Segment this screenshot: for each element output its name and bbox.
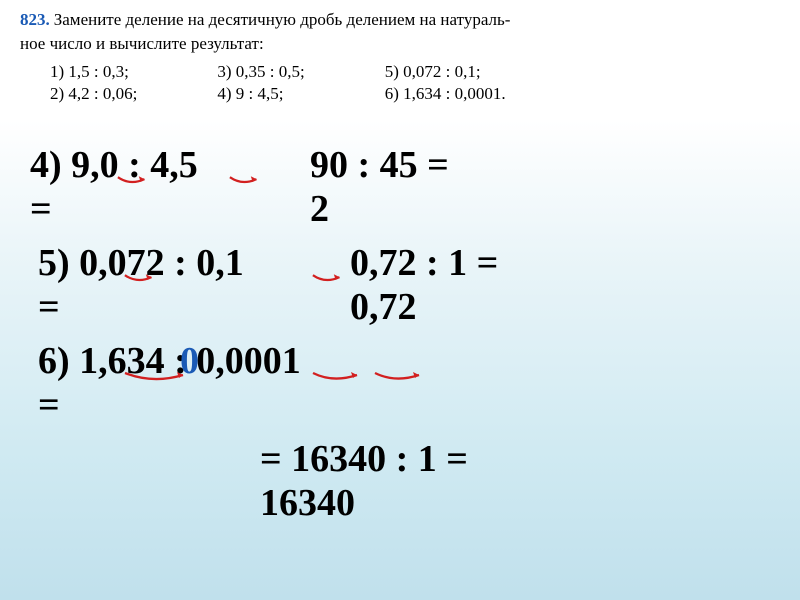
sub-items: 1) 1,5 : 0,3; 2) 4,2 : 0,06; 3) 0,35 : 0… — [20, 62, 780, 104]
arrow-icon — [373, 370, 427, 384]
solution-6: 6) 1,634 : 0,0001 0 = — [30, 340, 770, 432]
s6-eq: = — [38, 384, 60, 428]
s5-right: 0,72 : 1 = — [350, 242, 498, 286]
arrow-icon — [311, 272, 349, 286]
s4-right: 90 : 45 = — [310, 144, 449, 188]
col-3: 5) 0,072 : 0,1; 6) 1,634 : 0,0001. — [385, 62, 506, 104]
s6-left: 6) 1,634 : 0,0001 — [38, 340, 301, 384]
problem-text-1: Замените деление на десятичную дробь дел… — [54, 10, 511, 29]
item-6: 6) 1,634 : 0,0001. — [385, 84, 506, 104]
arrow-icon — [228, 174, 266, 188]
s6-res1: = 16340 : 1 = — [260, 438, 468, 482]
item-3: 3) 0,35 : 0,5; — [217, 62, 304, 82]
s4-eq: = — [30, 188, 52, 232]
solutions-area: 4) 9,0 : 4,5 90 : 45 = = 2 5) 0,072 : 0,… — [0, 114, 800, 432]
s4-ans: 2 — [310, 188, 329, 232]
item-4: 4) 9 : 4,5; — [217, 84, 304, 104]
col-2: 3) 0,35 : 0,5; 4) 9 : 4,5; — [217, 62, 304, 104]
s4-left: 4) 9,0 : 4,5 — [30, 144, 198, 188]
s6-res2: 16340 — [260, 482, 355, 526]
s5-left: 5) 0,072 : 0,1 — [38, 242, 244, 286]
problem-number: 823. — [20, 10, 50, 29]
arrow-icon — [311, 370, 365, 384]
problem-header: 823. Замените деление на десятичную дроб… — [0, 0, 800, 114]
item-5: 5) 0,072 : 0,1; — [385, 62, 506, 82]
problem-text-2: ное число и вычислите результат: — [20, 34, 264, 53]
solution-5: 5) 0,072 : 0,1 0,72 : 1 = = 0,72 — [30, 242, 770, 334]
solution-4: 4) 9,0 : 4,5 90 : 45 = = 2 — [30, 144, 770, 236]
item-2: 2) 4,2 : 0,06; — [50, 84, 137, 104]
s6-blue-zero: 0 — [180, 340, 199, 384]
col-1: 1) 1,5 : 0,3; 2) 4,2 : 0,06; — [50, 62, 137, 104]
s5-ans: 0,72 — [350, 286, 417, 330]
s5-eq: = — [38, 286, 60, 330]
item-1: 1) 1,5 : 0,3; — [50, 62, 137, 82]
